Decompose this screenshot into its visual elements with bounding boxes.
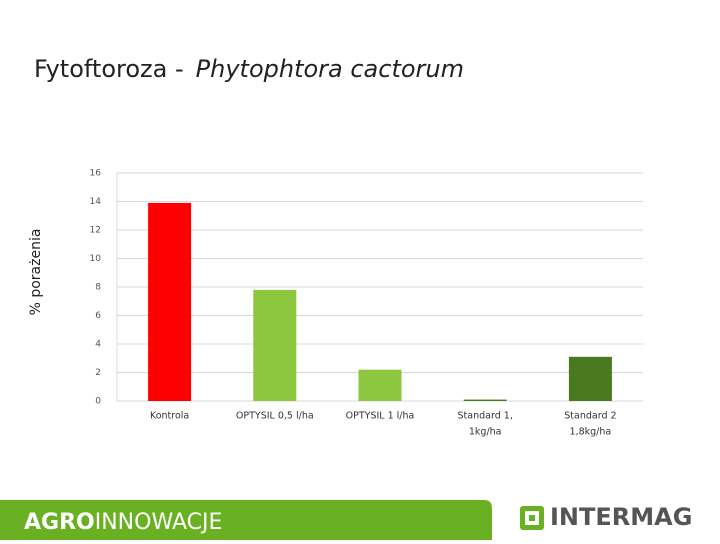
x-tick-label: 1,8kg/ha: [570, 427, 612, 438]
x-tick-label: Standard 1,: [458, 411, 513, 422]
brand-bold: AGRO: [24, 510, 95, 535]
bar: [463, 399, 507, 401]
bar: [253, 289, 297, 401]
bar: [358, 369, 402, 401]
x-tick-label: Standard 2: [564, 411, 616, 422]
y-tick-label: 16: [90, 169, 102, 179]
slide-title: Fytoftoroza - Phytophtora cactorum: [34, 55, 464, 83]
y-tick-label: 12: [90, 226, 101, 236]
footer-banner: [0, 500, 492, 540]
y-tick-label: 4: [95, 340, 101, 350]
footer-brand: AGROINNOWACJE: [24, 510, 222, 535]
y-tick-label: 8: [95, 283, 101, 293]
brand: INNOWACJE: [95, 510, 223, 535]
y-axis-label: % porażenia: [28, 229, 44, 316]
y-tick-label: 2: [95, 368, 101, 378]
y-tick-label: 6: [95, 311, 101, 321]
bar: [148, 202, 192, 401]
x-tick-label: OPTYSIL 0,5 l/ha: [236, 411, 314, 422]
x-tick-label: Kontrola: [150, 411, 189, 422]
y-tick-label: 14: [90, 197, 102, 207]
title-italic: Phytophtora cactorum: [196, 55, 464, 83]
title: Fytoftoroza -: [34, 55, 184, 83]
bar: [568, 356, 612, 401]
logo: INTERMAG: [550, 503, 692, 531]
y-tick-label: 10: [90, 254, 102, 264]
x-tick-label: 1kg/ha: [469, 427, 502, 438]
logo-icon: [520, 506, 544, 530]
x-tick-label: OPTYSIL 1 l/ha: [346, 411, 415, 422]
y-tick-label: 0: [95, 397, 101, 407]
plot: 0 2 4 6 8 10 12 14 16 Kontrola OPTYSIL 0,5 l/ha OPT…: [90, 169, 643, 438]
